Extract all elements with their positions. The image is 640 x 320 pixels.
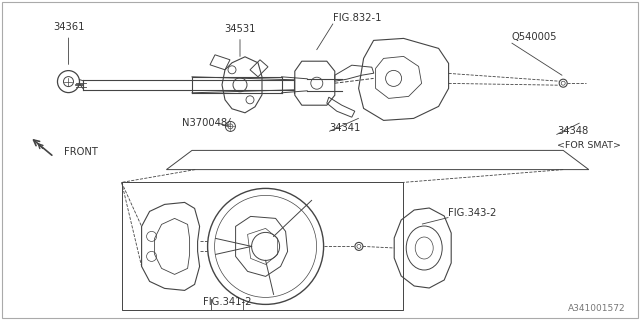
Text: 34361: 34361 bbox=[53, 22, 85, 32]
Text: 34348: 34348 bbox=[557, 126, 588, 136]
Text: N370048: N370048 bbox=[182, 118, 228, 128]
Text: FIG.343-2: FIG.343-2 bbox=[448, 208, 497, 218]
Text: A341001572: A341001572 bbox=[568, 304, 626, 313]
Text: <FOR SMAT>: <FOR SMAT> bbox=[557, 141, 621, 150]
Text: FRONT: FRONT bbox=[64, 147, 98, 157]
Text: 34531: 34531 bbox=[224, 24, 256, 34]
Text: FIG.832-1: FIG.832-1 bbox=[333, 12, 381, 23]
Text: 34341: 34341 bbox=[330, 123, 361, 133]
Text: Q540005: Q540005 bbox=[512, 32, 557, 42]
Text: FIG.341-2: FIG.341-2 bbox=[203, 297, 252, 308]
